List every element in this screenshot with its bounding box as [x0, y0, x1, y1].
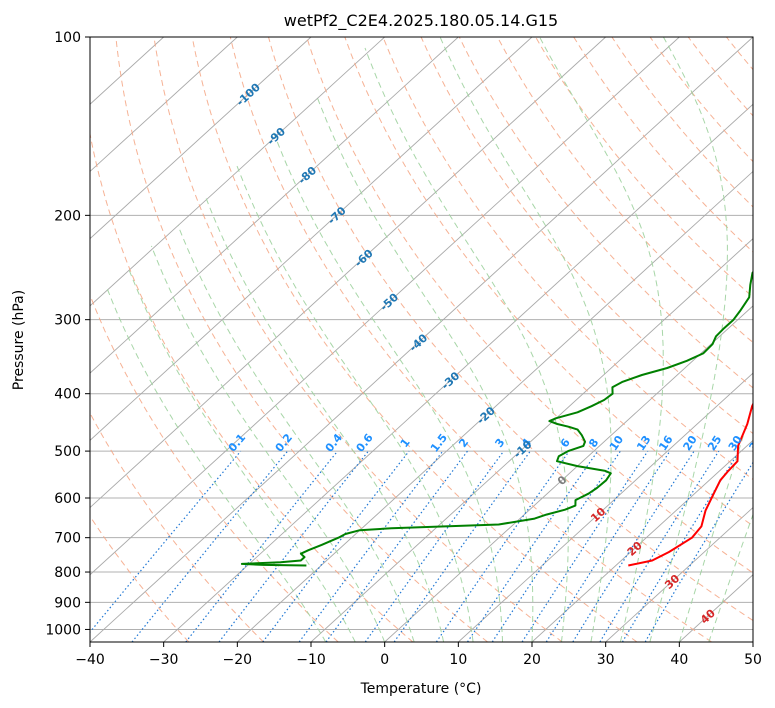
x-tick-label: 20 — [523, 652, 541, 668]
y-tick-label: 900 — [54, 595, 81, 611]
mixing-ratio-line — [572, 450, 695, 642]
isotherm-line — [605, 506, 753, 642]
x-tick-label: 10 — [449, 652, 467, 668]
x-tick-label: −40 — [75, 652, 105, 668]
isotherm-line — [384, 305, 753, 642]
x-tick-label: 0 — [380, 652, 389, 668]
moist-adiabat — [316, 96, 534, 642]
isotherm-line — [90, 37, 533, 441]
y-tick-label: 700 — [54, 531, 81, 547]
moist-adiabat — [128, 269, 356, 642]
moist-adiabat — [708, 512, 753, 642]
isotherm-line — [458, 372, 753, 642]
x-axis-ticks: −40 −30 −20 −10 0 10 20 30 40 50 — [75, 642, 762, 668]
mixing-ratio-line — [644, 461, 753, 642]
mixing-ratio-lines — [90, 450, 753, 642]
isotherm-line — [90, 37, 680, 576]
moist-adiabat — [236, 165, 474, 642]
x-axis-label: Temperature (°C) — [360, 681, 482, 697]
moist-adiabat — [439, 37, 612, 642]
y-tick-label: 600 — [54, 491, 81, 507]
profile-series — [240, 270, 753, 567]
dry-adiabat — [90, 412, 264, 642]
moist-adiabat — [364, 47, 569, 642]
mixing-ratio-line — [599, 450, 720, 642]
mixing-ratio-label: 36 — [747, 433, 766, 453]
y-tick-label: 200 — [54, 208, 81, 224]
x-tick-label: −30 — [149, 652, 179, 668]
isotherm-line — [310, 238, 753, 642]
dry-adiabats — [90, 37, 753, 642]
moist-adiabat — [106, 286, 327, 642]
gridlines — [90, 37, 753, 630]
dry-adiabat — [115, 37, 488, 642]
dry-adiabat — [268, 37, 753, 622]
temperature-profile — [628, 402, 753, 567]
y-tick-label: 800 — [54, 565, 81, 581]
dry-adiabat — [306, 37, 753, 574]
y-tick-label: 400 — [54, 387, 81, 403]
isotherm-line — [90, 37, 753, 642]
x-tick-label: −10 — [296, 652, 326, 668]
y-axis-ticks: 100 200 300 400 500 600 700 800 900 1000 — [45, 30, 90, 638]
x-tick-label: −20 — [223, 652, 253, 668]
mixing-ratio-line — [90, 450, 242, 633]
dry-adiabat — [191, 37, 638, 642]
moist-adiabat — [205, 197, 445, 642]
isotherm-line — [90, 37, 606, 509]
y-tick-label: 300 — [54, 313, 81, 329]
moist-adiabat — [649, 37, 728, 642]
moist-adiabat — [272, 129, 503, 642]
mixing-ratio-line — [466, 450, 599, 642]
y-axis-label: Pressure (hPa) — [11, 290, 27, 390]
moist-adiabat — [177, 225, 415, 642]
mixing-ratio-line — [393, 450, 531, 642]
moist-adiabat — [150, 245, 386, 642]
moist-adiabat — [678, 401, 753, 642]
x-tick-label: 40 — [670, 652, 688, 668]
y-tick-label: 500 — [54, 444, 81, 460]
isotherm-line — [531, 439, 753, 642]
moist-adiabat — [539, 37, 664, 642]
x-tick-label: 30 — [597, 652, 615, 668]
mixing-ratio-line — [131, 450, 289, 642]
isotherm-line — [237, 170, 753, 642]
isotherm-line — [90, 37, 459, 374]
mixing-ratio-line — [545, 450, 671, 642]
chart-title: wetPf2_C2E4.2025.180.05.14.G15 — [284, 11, 558, 31]
dry-adiabat — [573, 37, 753, 253]
y-tick-label: 100 — [54, 30, 81, 46]
x-tick-label: 50 — [744, 652, 762, 668]
mixing-ratio-line — [185, 450, 339, 642]
mixing-ratio-line — [621, 450, 740, 642]
y-tick-label: 1000 — [45, 622, 81, 638]
dry-adiabat — [382, 37, 753, 481]
dry-adiabat — [496, 37, 753, 344]
dry-adiabat — [153, 37, 563, 642]
isotherms — [90, 37, 753, 642]
dewpoint-profile — [240, 270, 753, 567]
mixing-ratio-line — [262, 450, 410, 642]
isotherm-line — [90, 37, 312, 240]
dry-adiabat — [458, 37, 753, 389]
dry-adiabat — [344, 37, 753, 527]
mixing-ratio-line — [364, 450, 505, 642]
plot-frame — [89, 36, 754, 643]
moist-adiabats — [106, 37, 753, 642]
mixing-ratio-line — [218, 450, 369, 642]
dry-adiabat — [229, 37, 712, 642]
dry-adiabat — [90, 131, 414, 642]
isotherm-line — [163, 103, 753, 642]
isotherm-line — [90, 37, 385, 307]
dry-adiabat — [420, 37, 753, 435]
dry-adiabat — [649, 37, 753, 163]
dry-adiabat — [90, 293, 339, 642]
isotherm-line — [90, 37, 238, 173]
